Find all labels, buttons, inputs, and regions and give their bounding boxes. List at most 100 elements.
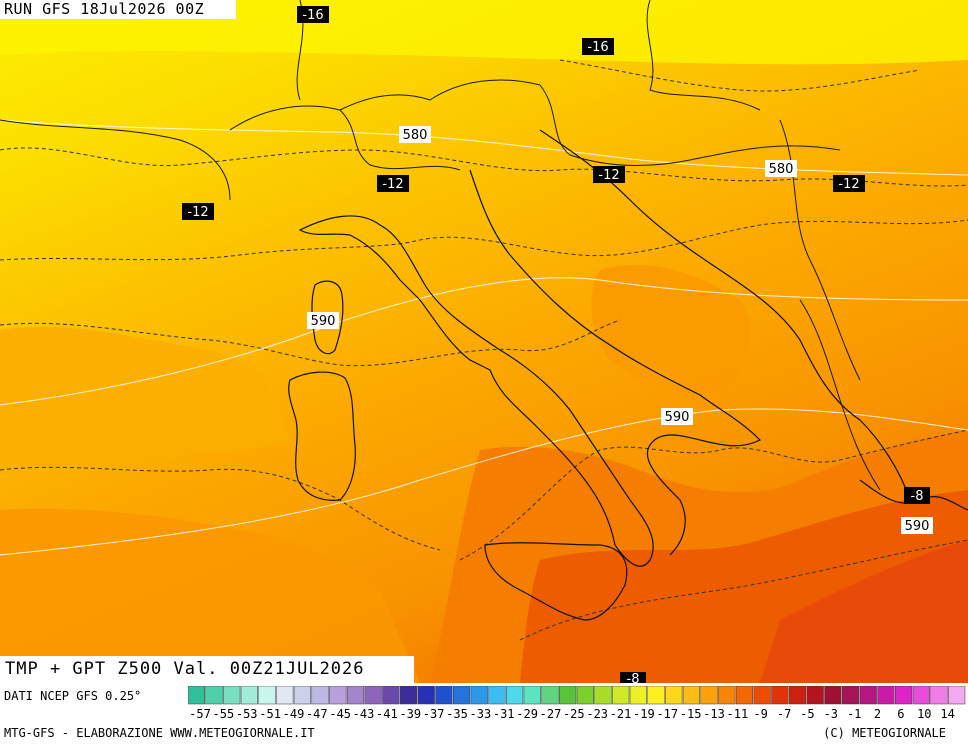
colorbar-swatch <box>506 686 524 705</box>
colorbar-swatch <box>293 686 312 705</box>
colorbar-swatch <box>382 686 400 705</box>
colorbar-tick-label: -15 <box>679 707 702 721</box>
colorbar-swatch <box>240 686 258 705</box>
colorbar-tick-label: -47 <box>305 707 328 721</box>
gpt-label: 590 <box>661 408 693 425</box>
colorbar-swatch <box>399 686 418 705</box>
footer-credit: MTG-GFS - ELABORAZIONE WWW.METEOGIORNALE… <box>4 726 315 740</box>
svg-text:590: 590 <box>311 314 336 329</box>
temp-labels: -16 -16 -12 -12 -12 -12 -8 -8 <box>182 6 930 683</box>
svg-text:580: 580 <box>769 162 794 177</box>
colorbar-swatch <box>346 686 365 705</box>
svg-text:-12: -12 <box>598 168 619 183</box>
colorbar-tick-label: -49 <box>282 707 305 721</box>
colorbar-tick-label: 2 <box>873 707 882 721</box>
colorbar-tick-label: -45 <box>329 707 352 721</box>
colorbar-swatch <box>895 686 913 705</box>
gpt-label: 580 <box>765 160 797 177</box>
svg-text:-16: -16 <box>302 8 323 23</box>
gpt-label: 590 <box>307 312 339 329</box>
gpt-label: 590 <box>901 517 933 534</box>
svg-text:-16: -16 <box>587 40 608 55</box>
colorbar-tick-label: -21 <box>609 707 632 721</box>
isotherms <box>0 59 968 641</box>
colorbar-swatch <box>771 686 789 705</box>
colorbar-swatch <box>735 686 754 705</box>
colorbar-tick-label: -35 <box>446 707 468 721</box>
gpt-label: 580 <box>399 126 431 143</box>
colorbar-swatch <box>841 686 860 705</box>
source-label: DATI NCEP GFS 0.25° <box>4 689 142 703</box>
map-title: TMP + GPT Z500 Val. 00Z21JUL2026 <box>0 656 414 683</box>
colorbar-swatch <box>188 686 205 705</box>
colorbar-tick-label: -23 <box>586 707 609 721</box>
temp-label: -8 <box>620 672 646 683</box>
temp-label: -16 <box>297 6 329 23</box>
svg-text:580: 580 <box>403 128 428 143</box>
colorbar-swatch <box>682 686 701 705</box>
footer-copyright: (C) METEOGIORNALE <box>823 726 946 740</box>
colorbar-swatch <box>205 686 223 705</box>
map-canvas: 580 580 590 590 590 -16 -16 -12 -12 -12 … <box>0 0 968 683</box>
colorbar-swatch <box>594 686 612 705</box>
colorbar-swatch <box>665 686 683 705</box>
colorbar-tick-label: -13 <box>703 707 725 721</box>
colorbar-swatch <box>859 686 877 705</box>
colorbar-swatch <box>364 686 382 705</box>
gpt-labels: 580 580 590 590 590 <box>307 126 933 534</box>
colorbar-swatch <box>612 686 630 705</box>
colorbar-swatch <box>470 686 488 705</box>
colorbar-swatch <box>700 686 718 705</box>
country-borders <box>0 0 881 491</box>
temp-zone-adriatic <box>591 264 751 394</box>
colorbar-swatch <box>523 686 541 705</box>
svg-text:590: 590 <box>665 410 690 425</box>
svg-text:-12: -12 <box>838 177 859 192</box>
run-label: RUN GFS 18Jul2026 00Z <box>0 0 236 19</box>
colorbar-swatch <box>541 686 559 705</box>
colorbar-swatch <box>258 686 276 705</box>
sicily-coastline <box>484 542 628 621</box>
temp-label: -12 <box>182 203 214 220</box>
colorbar-tick-label: -17 <box>656 707 679 721</box>
colorbar-labels: -57 -55 -53 -51 -49 -47 -45 -43 -41 -39 -37 -35 -33-… <box>188 707 968 723</box>
colorbar-tick-label: -39 <box>399 707 422 721</box>
colorbar-swatch <box>753 686 771 705</box>
colorbar-tick-label: -1 <box>846 707 862 721</box>
colorbar-tick-label: 14 <box>940 707 955 721</box>
colorbar-swatch <box>559 686 577 705</box>
colorbar-tick-label: -55 <box>212 707 235 721</box>
forecast-map: 580 580 590 590 590 -16 -16 -12 -12 -12 … <box>0 0 968 683</box>
colorbar-swatch <box>223 686 241 705</box>
colorbar-swatch <box>877 686 895 705</box>
colorbar-tick-label: -41 <box>376 707 398 721</box>
svg-text:-8: -8 <box>911 489 924 504</box>
colorbar-tick-label: -11 <box>726 707 749 721</box>
gpt-isolines <box>0 119 968 556</box>
colorbar-swatch <box>912 686 930 705</box>
colorbar-tick-label: -33 <box>469 707 492 721</box>
colorbar-tick-label: -5 <box>800 707 815 721</box>
temp-zone-north <box>0 0 968 65</box>
colorbar-tick-label: -25 <box>562 707 585 721</box>
temp-zone-southwest <box>0 508 420 683</box>
temp-label: -12 <box>833 175 865 192</box>
colorbar-swatch <box>930 686 948 705</box>
colorbar-tick-label: -9 <box>753 707 768 721</box>
italy-coastline <box>298 215 654 567</box>
colorbar-tick-label: -19 <box>633 707 655 721</box>
colorbar-tick-label: -7 <box>776 707 792 721</box>
temp-zone-west <box>0 326 290 470</box>
colorbar-swatch <box>948 686 966 705</box>
svg-text:590: 590 <box>905 519 930 534</box>
temp-label: -16 <box>582 38 614 55</box>
colorbar-tick-label: -3 <box>823 707 839 721</box>
colorbar-swatch <box>718 686 736 705</box>
svg-text:-12: -12 <box>382 177 403 192</box>
colorbar-tick-label: -43 <box>352 707 375 721</box>
colorbar <box>188 686 966 705</box>
sardinia-coastline <box>288 371 356 501</box>
colorbar-swatch <box>629 686 647 705</box>
temp-label: -8 <box>904 487 930 504</box>
colorbar-swatch <box>788 686 807 705</box>
